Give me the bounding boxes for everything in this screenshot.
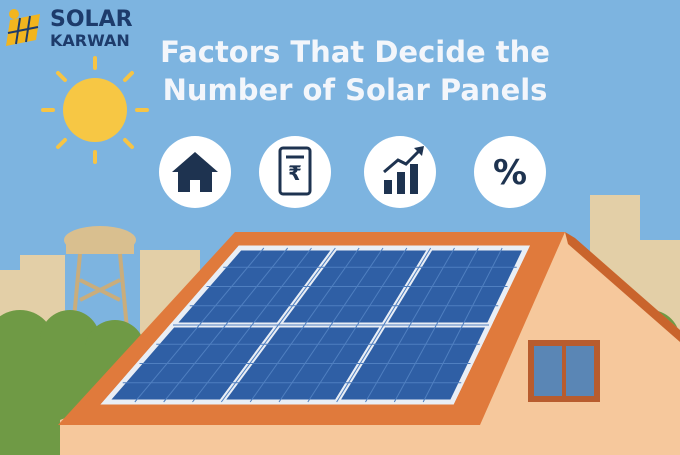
logo-line2: KARWAN xyxy=(50,31,130,50)
solar-panels xyxy=(100,245,530,405)
percent-symbol: % xyxy=(493,153,527,193)
logo-line1: SOLAR xyxy=(50,7,133,32)
title-line2: Number of Solar Panels xyxy=(163,73,548,107)
bill-symbol: ₹ xyxy=(288,161,302,185)
icon-row: ₹ % xyxy=(159,136,546,208)
title-line1: Factors That Decide the xyxy=(160,35,550,69)
sun xyxy=(41,56,149,164)
logo-mark xyxy=(6,9,40,46)
